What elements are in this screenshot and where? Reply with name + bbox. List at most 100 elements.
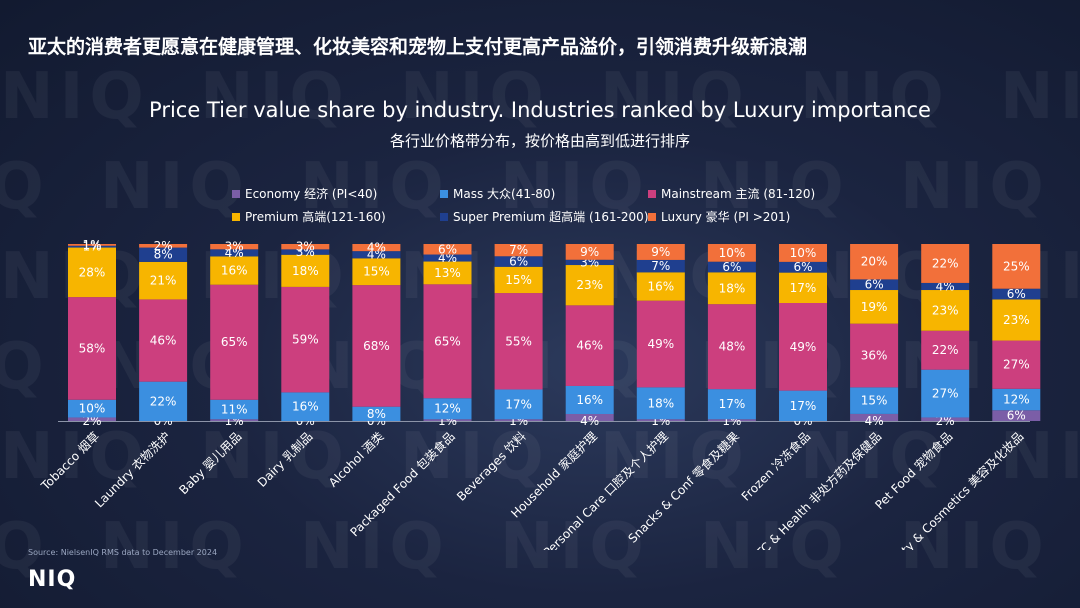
watermark-text: NIQ [100, 150, 250, 224]
bar-segment [921, 369, 970, 418]
data-label: 65% [434, 334, 461, 348]
bar-segment [707, 272, 756, 305]
data-label: 10% [79, 402, 106, 416]
bar-segment [139, 299, 188, 382]
data-label: 19% [861, 300, 888, 314]
category-label: Dairy 乳制品 [255, 429, 316, 490]
data-label: 28% [79, 265, 106, 279]
watermark-text: NIQ [500, 150, 650, 224]
data-label: 16% [647, 279, 674, 293]
data-label: 9% [580, 245, 599, 259]
category-label: Frozen 冷冻食品 [738, 429, 813, 504]
data-label: 1% [82, 238, 101, 252]
bar-segment [707, 419, 756, 421]
bar-segment [494, 256, 543, 267]
bar-segment [494, 419, 543, 421]
data-label: 7% [509, 243, 528, 257]
data-label: 4% [580, 414, 599, 428]
data-label: 6% [865, 278, 884, 292]
bar-segment [707, 261, 756, 273]
bar-segment [68, 399, 116, 418]
bar-segment [423, 244, 472, 255]
watermark-text: NIQ [500, 510, 650, 584]
data-label: 13% [434, 266, 461, 280]
data-label: 22% [150, 394, 177, 408]
bar-segment [494, 266, 543, 294]
bar-segment [779, 272, 827, 303]
bar-segment [850, 279, 899, 291]
headline: 亚太的消费者更愿意在健康管理、化妆美容和宠物上支付更高产品溢价，引领消费升级新浪… [28, 36, 808, 58]
watermark-text: NIQ [300, 510, 450, 584]
stacked-bar-chart: Economy 经济 (PI<40) Mass 大众(41-80) Mainstre… [38, 186, 1041, 550]
bar-segment [494, 244, 543, 257]
bar-segment [850, 290, 899, 324]
data-label: 16% [292, 400, 319, 414]
category-label: Pet Food 宠物食品 [872, 429, 956, 513]
bar-segment [210, 284, 259, 400]
niq-logo: NIQ [28, 567, 77, 592]
data-label: 6% [1007, 287, 1026, 301]
data-label: 65% [221, 335, 248, 349]
data-label: 49% [647, 337, 674, 351]
watermark-text: NIQ [700, 150, 850, 224]
bar-segment [68, 245, 116, 248]
data-label: 3% [225, 240, 244, 254]
data-label: 48% [719, 340, 746, 354]
bar-segment [210, 249, 259, 257]
bar-segment [779, 261, 827, 273]
bar-segment [210, 256, 259, 285]
data-label: 22% [932, 256, 959, 270]
data-label: 2% [82, 414, 101, 428]
data-label: 3% [296, 240, 315, 254]
bar-segment [210, 399, 259, 420]
bar-segment [494, 389, 543, 420]
data-label: 4% [865, 414, 884, 428]
legend-label: Mass 大众(41-80) [453, 187, 555, 201]
watermark-text: NIQ [0, 510, 50, 584]
bar-segment [636, 272, 685, 301]
bar-segment [352, 251, 401, 259]
category-label: Beverages 饮料 [454, 429, 529, 504]
data-label: 6% [722, 260, 741, 274]
data-label: 15% [861, 394, 888, 408]
bar-segment [352, 406, 401, 421]
data-label: 25% [1003, 259, 1030, 273]
category-label: Alcohol 酒类 [326, 429, 387, 490]
watermark-text: NIQ [800, 420, 950, 494]
data-label: 22% [932, 343, 959, 357]
bar-segment [139, 244, 188, 248]
bar-segment [921, 417, 970, 421]
data-label: 16% [221, 264, 248, 278]
bar-segment [352, 244, 401, 252]
category-label: Snacks & Conf 零食及糖果 [625, 429, 742, 546]
data-label: 49% [790, 340, 817, 354]
bar-segment [210, 244, 259, 250]
bar-segment [565, 259, 614, 266]
bar-segment [68, 417, 116, 421]
data-label: 23% [576, 278, 603, 292]
category-label: Tobacco 烟草 [38, 429, 102, 493]
watermark-text: NIQ [200, 420, 350, 494]
bar-segment [281, 392, 330, 421]
bar-segment [992, 410, 1041, 421]
legend-label: Luxury 豪华 (PI >201) [661, 209, 790, 224]
data-label: 23% [1003, 313, 1030, 327]
bar-segment [707, 389, 756, 420]
legend-swatch [440, 213, 448, 221]
data-label: 10% [790, 246, 817, 260]
chart-title: Price Tier value share by industry. Indu… [149, 98, 931, 122]
legend-label: Mainstream 主流 (81-120) [661, 187, 815, 201]
bar-segment [68, 297, 116, 400]
category-label: Laundry 衣物洗护 [91, 429, 173, 511]
bar-segment [281, 254, 330, 287]
bar-segment [68, 247, 116, 298]
data-label: 59% [292, 333, 319, 347]
bar-segment [779, 303, 827, 391]
bar-segment [210, 419, 259, 421]
data-label: 17% [790, 281, 817, 295]
watermark-text: NIQ [1000, 420, 1080, 494]
bar-segment [423, 419, 472, 421]
bar-segment [992, 288, 1041, 300]
bar-segment [636, 387, 685, 420]
bar-segment [139, 261, 188, 300]
